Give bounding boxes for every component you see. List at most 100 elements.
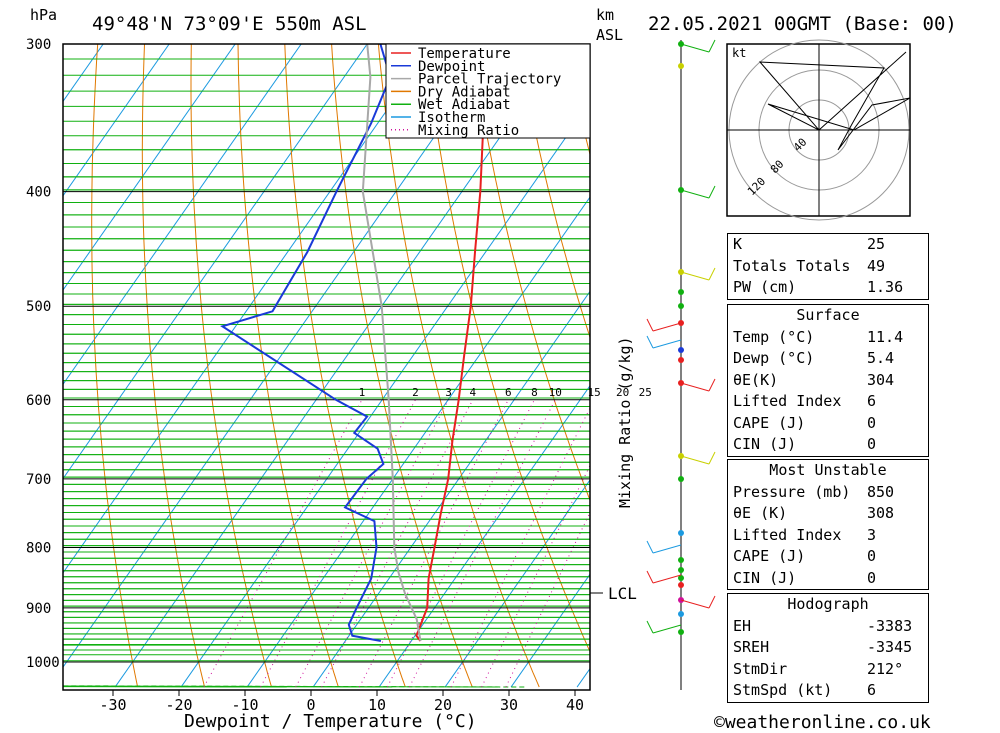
dry-adiabat-line — [979, 27, 1000, 687]
wind-barb — [646, 570, 654, 584]
hodograph-stats-table: Hodograph EH -3383 SREH -3345 StmDir 212° S… — [727, 593, 929, 703]
legend-label: Temperature — [418, 46, 511, 62]
surface-row: Dewp (°C) 5.4 — [733, 349, 895, 367]
legend-label: Mixing Ratio — [418, 123, 519, 139]
wind-barb — [708, 39, 716, 53]
surface-row: θE(K) 304 — [733, 370, 895, 389]
dry-adiabat-line — [471, 44, 590, 502]
lcl-label: LCL — [608, 584, 637, 603]
x-tick-label: 40 — [566, 696, 584, 714]
mixing-ratio-label: 1 — [359, 386, 366, 399]
pressure-tick-label: 800 — [26, 540, 51, 556]
legend-label: Dewpoint — [418, 59, 485, 75]
hodograph-stats-row: SREH -3345 — [733, 638, 913, 656]
wind-barb — [652, 624, 682, 634]
dry-adiabat-line — [91, 44, 139, 688]
mixing-ratio-label: 15 — [588, 386, 601, 399]
most-unstable-row: Pressure (mb) 850 — [733, 482, 895, 501]
series-line-parcel-trajectory — [361, 44, 422, 642]
isotherm-line — [63, 44, 368, 480]
most-unstable-row: Lifted Index 3 — [733, 525, 877, 544]
pressure-tick-label: 900 — [26, 601, 51, 617]
legend-box — [385, 43, 591, 139]
wind-level-dot — [678, 347, 684, 353]
most-unstable-table: Most Unstable Pressure (mb) 850 θE (K) 308… — [727, 459, 929, 590]
copyright-text: ©weatheronline.co.uk — [714, 712, 931, 733]
surface-row: Lifted Index 6 — [733, 392, 877, 410]
wind-barbs — [646, 39, 716, 635]
wind-barb — [708, 267, 716, 281]
surface-row: CIN (J) 0 — [733, 435, 877, 453]
wind-level-dot — [678, 530, 684, 536]
wind-barb — [680, 599, 710, 609]
hodograph-unit-label: kt — [732, 46, 746, 60]
wind-barb — [708, 595, 716, 609]
mixing-ratio-line — [450, 406, 590, 688]
dry-adiabat-line — [331, 44, 473, 688]
axes: 1 2 3 4 6 8 10 15 20 253004005006007008009001000-… — [26, 37, 652, 714]
km-label: km — [596, 6, 614, 24]
isotherm-line — [63, 44, 236, 291]
wind-barb — [680, 382, 710, 392]
isotherm-line — [63, 44, 104, 103]
hodograph-stats-row: StmSpd (kt) 6 — [733, 681, 877, 699]
most-unstable-row: CAPE (J) 0 — [733, 547, 877, 565]
wind-barb — [646, 620, 654, 634]
pressure-tick-label: 500 — [26, 299, 51, 315]
mixing-ratio-line — [409, 399, 556, 688]
legend-label: Dry Adiabat — [418, 84, 511, 100]
mixing-ratio-label: 6 — [505, 386, 512, 399]
wind-level-dot — [678, 582, 684, 588]
wind-barb — [680, 455, 710, 465]
mixing-ratio-label: 20 — [616, 386, 629, 399]
plot-frame — [62, 43, 591, 691]
dry-adiabat-line — [518, 44, 590, 339]
wind-level-dot — [678, 567, 684, 573]
legend-label: Wet Adiabat — [418, 97, 511, 113]
most-unstable-row: CIN (J) 0 — [733, 568, 877, 587]
pressure-tick-label: 300 — [26, 37, 51, 53]
isotherm-line — [63, 44, 302, 386]
surface-title: Surface — [796, 306, 860, 324]
wind-level-dot — [678, 575, 684, 581]
hodograph-stats-title: Hodograph — [787, 595, 869, 613]
wind-barb — [646, 540, 654, 554]
datetime-title: 22.05.2021 00GMT (Base: 00) — [648, 13, 957, 35]
dry-adiabat-line — [237, 44, 339, 688]
x-axis-label: Dewpoint / Temperature (°C) — [184, 711, 477, 732]
x-tick-label: 30 — [500, 696, 518, 714]
mixing-ratio-label: 10 — [549, 386, 562, 399]
mixing-ratio-line — [481, 464, 590, 688]
pressure-unit-label: hPa — [30, 6, 57, 24]
x-tick-label: -20 — [165, 696, 192, 714]
wind-level-dot — [678, 629, 684, 635]
isotherm-line — [63, 44, 170, 197]
dry-adiabat-line — [933, 27, 1000, 687]
wind-barb — [652, 322, 682, 332]
pressure-tick-label: 600 — [26, 393, 51, 409]
pressure-tick-label: 1000 — [26, 655, 60, 671]
wind-level-dot — [678, 611, 684, 617]
wind-barb — [708, 185, 716, 199]
mixing-ratio-label: 4 — [470, 386, 477, 399]
surface-row: Temp (°C) 11.4 — [733, 327, 904, 346]
isotherm-line — [63, 44, 434, 574]
index-row-totals: Totals Totals 49 — [733, 256, 886, 275]
wind-barb — [652, 339, 682, 349]
wind-barb — [652, 544, 682, 554]
wind-level-dot — [678, 557, 684, 563]
dry-adiabat-line — [190, 44, 272, 688]
mixing-ratio-label: 25 — [639, 386, 652, 399]
wind-barb — [680, 271, 710, 281]
dry-adiabat-line — [424, 44, 590, 653]
dry-adiabat-line — [141, 44, 205, 688]
wind-barb — [680, 43, 710, 53]
x-tick-label: 0 — [306, 696, 315, 714]
wind-barb — [708, 378, 716, 392]
mixing-ratio-line — [295, 399, 449, 688]
wind-barb — [708, 451, 716, 465]
mixing-ratio-label: 3 — [445, 386, 452, 399]
most-unstable-row: θE (K) 308 — [733, 504, 895, 522]
mixing-ratio-line — [203, 399, 363, 688]
